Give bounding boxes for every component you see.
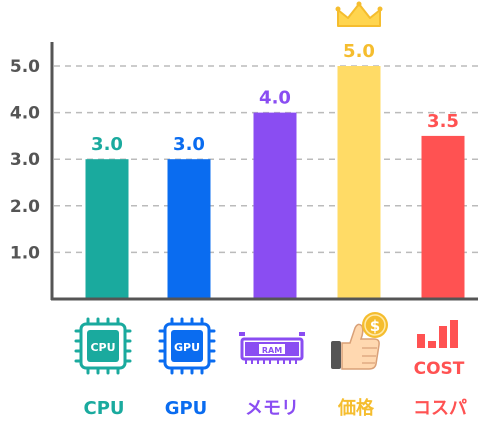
y-tick-label: 5.0 xyxy=(10,57,40,77)
value-label: 3.5 xyxy=(427,111,459,132)
svg-text:GPU: GPU xyxy=(174,341,200,354)
value-labels: 3.0 3.0 4.0 5.0 3.5 xyxy=(91,41,459,155)
cost-bars-icon: COST xyxy=(414,320,465,379)
thumbs-up-coin-icon: $ xyxy=(331,312,388,370)
value-label: 3.0 xyxy=(91,134,123,155)
x-tick-label: GPU xyxy=(165,398,208,419)
value-label: 4.0 xyxy=(259,88,291,109)
x-tick-label: CPU xyxy=(83,398,124,419)
y-tick-label: 4.0 xyxy=(10,104,40,124)
svg-text:COST: COST xyxy=(414,359,465,379)
bar xyxy=(253,112,297,299)
svg-text:RAM: RAM xyxy=(262,346,282,355)
bar xyxy=(337,66,381,299)
y-tick-label: 2.0 xyxy=(10,197,40,217)
value-label: 5.0 xyxy=(343,41,375,62)
y-tick-label: 3.0 xyxy=(10,150,40,170)
crown-icon xyxy=(335,1,383,27)
x-tick-label: 価格 xyxy=(337,397,375,419)
ram-module-icon: RAM xyxy=(239,332,305,364)
x-tick-label: メモリ xyxy=(245,398,299,419)
bars xyxy=(85,66,465,299)
x-tick-label: コスパ xyxy=(413,398,467,419)
bar xyxy=(421,135,465,299)
svg-text:CPU: CPU xyxy=(90,341,115,354)
svg-text:$: $ xyxy=(370,317,380,335)
cpu-chip-icon: CPU xyxy=(74,317,132,375)
y-tick-label: 1.0 xyxy=(10,243,40,263)
bar xyxy=(85,159,129,299)
gpu-chip-icon: GPU xyxy=(158,317,216,375)
value-label: 3.0 xyxy=(173,134,205,155)
y-axis-ticks: 1.0 2.0 3.0 4.0 5.0 xyxy=(10,57,40,263)
category-labels: CPU GPU メモリ 価格 コスパ xyxy=(83,397,467,419)
bar xyxy=(167,159,211,299)
